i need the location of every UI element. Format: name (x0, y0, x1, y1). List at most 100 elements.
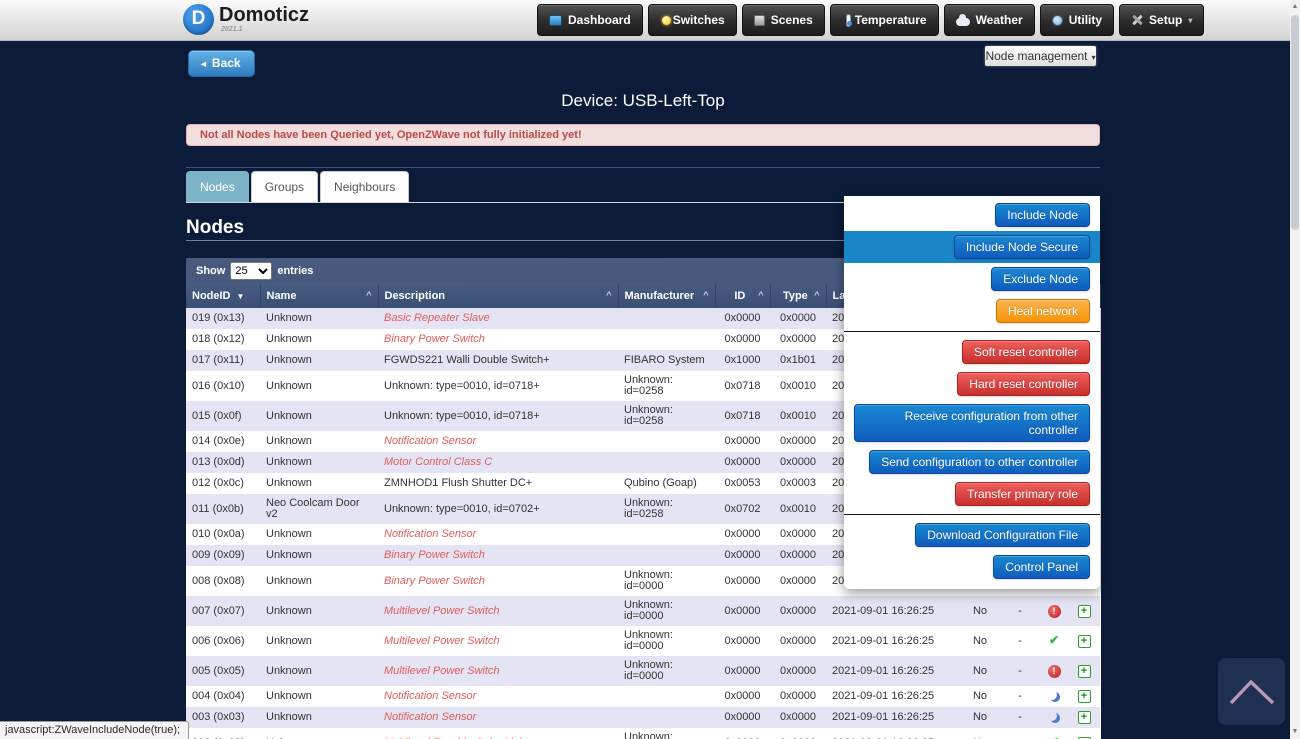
add-node-icon[interactable]: + (1078, 690, 1091, 703)
nav-label: Utility (1069, 13, 1102, 27)
logo-version: 2021.1 (221, 26, 309, 33)
main-nav: DashboardSwitchesScenesTemperature Weathe… (537, 4, 1204, 36)
chevron-down-icon: ▾ (1092, 53, 1096, 62)
cell-name: Unknown (260, 329, 378, 350)
menu-item-heal-network[interactable]: Heal network (844, 295, 1100, 327)
node-row-007[interactable]: 007 (0x07)UnknownMultilevel Power Switch… (186, 596, 1100, 626)
cell-last-update: 2021-09-01 16:26:25 (826, 596, 960, 626)
cell-type: 0x0000 (770, 308, 826, 329)
menu-item-transfer-primary-role[interactable]: Transfer primary role (844, 478, 1100, 510)
menu-button[interactable]: Heal network (996, 299, 1090, 323)
page-size-select[interactable]: 25 (230, 262, 272, 280)
nav-weather-button[interactable]: Weather (944, 4, 1035, 36)
cell-secure: No (960, 626, 1000, 656)
cell-description: Binary Power Switch (378, 566, 618, 596)
cell-nodeid: 002 (0x02) (186, 728, 260, 739)
node-row-006[interactable]: 006 (0x06)UnknownMultilevel Power Switch… (186, 626, 1100, 656)
tab-nodes[interactable]: Nodes (186, 171, 249, 202)
back-button[interactable]: ◄Back (188, 50, 255, 77)
cell-id: 0x0000 (715, 566, 770, 596)
menu-button[interactable]: Download Configuration File (915, 523, 1090, 547)
column-header-manufacturer[interactable]: Manufacturer^ (618, 284, 715, 308)
menu-item-receive-configuration-from-other-controller[interactable]: Receive configuration from other control… (844, 400, 1100, 446)
domoticz-logo[interactable]: D Domoticz 2021.1 (183, 4, 309, 35)
cell-manufacturer (618, 686, 715, 707)
nav-label: Weather (976, 13, 1023, 27)
menu-item-include-node[interactable]: Include Node (844, 199, 1100, 231)
browser-status-text: javascript:ZWaveIncludeNode(true); (0, 721, 189, 739)
cell-state (1040, 686, 1068, 707)
menu-button[interactable]: Hard reset controller (957, 372, 1090, 396)
cell-nodeid: 009 (0x09) (186, 545, 260, 566)
menu-item-send-configuration-to-other-controller[interactable]: Send configuration to other controller (844, 446, 1100, 478)
nav-switches-button[interactable]: Switches (648, 4, 737, 36)
column-header-description[interactable]: Description^ (378, 284, 618, 308)
menu-item-control-panel[interactable]: Control Panel (844, 551, 1100, 583)
cell-description: Notification Sensor (378, 686, 618, 707)
add-node-icon[interactable]: + (1078, 605, 1091, 618)
back-arrow-icon: ◄ (199, 59, 208, 69)
menu-button[interactable]: Exclude Node (991, 267, 1090, 291)
cell-id: 0x1000 (715, 350, 770, 371)
cell-add: + (1068, 596, 1100, 626)
menu-button[interactable]: Send configuration to other controller (869, 450, 1090, 474)
cell-manufacturer (618, 431, 715, 452)
nav-scenes-button[interactable]: Scenes (742, 4, 825, 36)
cell-secure: No (960, 728, 1000, 739)
cell-type: 0x0000 (770, 626, 826, 656)
cell-battery: - (1000, 656, 1040, 686)
tab-neighbours[interactable]: Neighbours (320, 171, 409, 202)
column-header-nodeid[interactable]: NodeID▼ (186, 284, 260, 308)
nav-temperature-button[interactable]: Temperature (830, 4, 939, 36)
logo-title: Domoticz (219, 4, 309, 26)
cell-nodeid: 016 (0x10) (186, 371, 260, 401)
cell-add: + (1068, 728, 1100, 739)
scroll-to-top-button[interactable] (1218, 658, 1285, 725)
menu-item-hard-reset-controller[interactable]: Hard reset controller (844, 368, 1100, 400)
column-header-name[interactable]: Name^ (260, 284, 378, 308)
menu-button[interactable]: Receive configuration from other control… (854, 404, 1090, 442)
menu-item-include-node-secure[interactable]: Include Node Secure (844, 231, 1100, 263)
cell-description: Binary Power Switch (378, 545, 618, 566)
cell-manufacturer: Unknown: id=0000 (618, 728, 715, 739)
column-header-type[interactable]: Type^ (770, 284, 826, 308)
menu-item-exclude-node[interactable]: Exclude Node (844, 263, 1100, 295)
menu-item-soft-reset-controller[interactable]: Soft reset controller (844, 336, 1100, 368)
sort-asc-icon: ^ (366, 290, 371, 300)
cell-description: ZMNHOD1 Flush Shutter DC+ (378, 473, 618, 494)
menu-button[interactable]: Control Panel (993, 555, 1090, 579)
menu-button[interactable]: Transfer primary role (955, 482, 1090, 506)
node-sleeping-icon (1047, 711, 1057, 721)
browser-scrollbar[interactable]: ▲ ▼ (1290, 0, 1300, 739)
cell-manufacturer (618, 524, 715, 545)
nav-setup-button[interactable]: Setup▾ (1119, 4, 1204, 36)
cell-manufacturer: FIBARO System (618, 350, 715, 371)
node-row-005[interactable]: 005 (0x05)UnknownMultilevel Power Switch… (186, 656, 1100, 686)
scrollbar-down-arrow-icon[interactable]: ▼ (1290, 725, 1300, 739)
node-row-003[interactable]: 003 (0x03)UnknownNotification Sensor0x00… (186, 707, 1100, 728)
add-node-icon[interactable]: + (1078, 711, 1091, 724)
menu-button[interactable]: Include Node Secure (954, 235, 1090, 259)
temperature-icon (846, 14, 851, 27)
cell-type: 0x1b01 (770, 350, 826, 371)
add-node-icon[interactable]: + (1078, 635, 1091, 648)
menu-button[interactable]: Soft reset controller (962, 340, 1090, 364)
menu-item-download-configuration-file[interactable]: Download Configuration File (844, 519, 1100, 551)
cell-manufacturer: Unknown: id=0000 (618, 656, 715, 686)
cell-description: Notification Sensor (378, 707, 618, 728)
cell-name: Unknown (260, 686, 378, 707)
add-node-icon[interactable]: + (1078, 665, 1091, 678)
menu-button[interactable]: Include Node (995, 203, 1090, 227)
cell-name: Unknown (260, 308, 378, 329)
column-header-id[interactable]: ID^ (715, 284, 770, 308)
nav-dashboard-button[interactable]: Dashboard (537, 4, 643, 36)
cell-last-update: 2021-09-01 16:26:25 (826, 686, 960, 707)
node-row-004[interactable]: 004 (0x04)UnknownNotification Sensor0x00… (186, 686, 1100, 707)
scrollbar-thumb[interactable] (1291, 15, 1299, 230)
tab-groups[interactable]: Groups (251, 171, 318, 202)
node-row-002[interactable]: 002 (0x02)UnknownMultilevel Tunable Colo… (186, 728, 1100, 739)
scrollbar-up-arrow-icon[interactable]: ▲ (1290, 0, 1300, 14)
cell-manufacturer: Unknown: id=0258 (618, 494, 715, 524)
node-management-button[interactable]: Node management▾ (984, 45, 1097, 67)
nav-utility-button[interactable]: Utility (1040, 4, 1114, 36)
